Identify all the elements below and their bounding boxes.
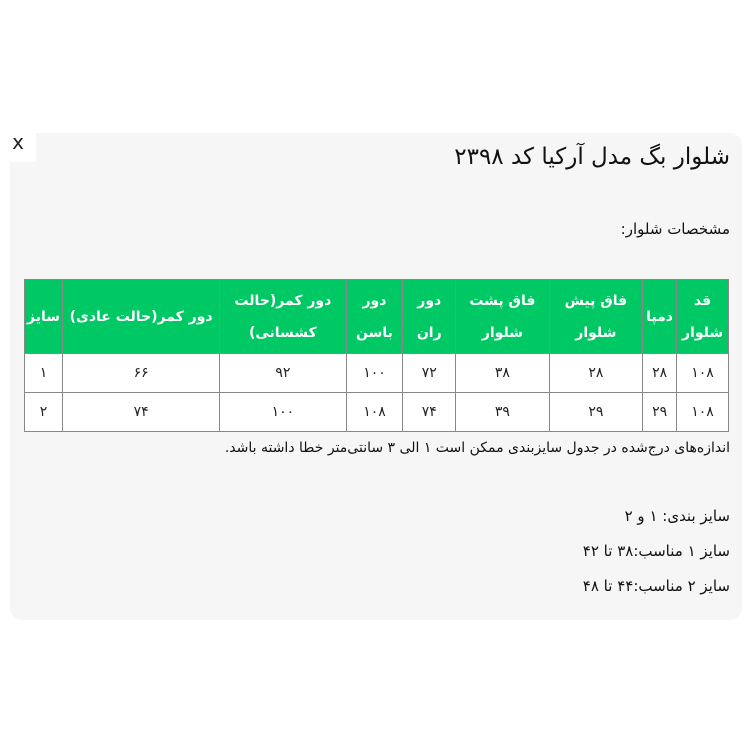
column-header: دور کمر(حالت عادی) [62, 279, 221, 354]
table-cell: ۱۰۰ [345, 353, 404, 393]
table-cell: ۳۹ [455, 392, 550, 432]
column-header: قد شلوار [676, 279, 729, 354]
column-header: دور ران [402, 279, 457, 354]
column-header: سایز [23, 279, 64, 354]
table-cell: ۹۲ [219, 353, 347, 393]
table-cell: ۱۰۰ [219, 392, 347, 432]
table-cell: ۳۸ [455, 353, 550, 393]
table-header-row: قد شلوار دمپا فاق پیش شلوار فاق پشت شلوار دو… [23, 279, 729, 354]
table-cell: ۶۶ [62, 353, 221, 393]
table-cell: ۱۰۸ [676, 353, 729, 393]
close-button[interactable]: x [0, 128, 36, 162]
table-cell: ۱۰۸ [676, 392, 729, 432]
column-header: دور باسن [345, 279, 404, 354]
column-header: دمپا [642, 279, 678, 354]
sizing-line: سایز بندی: ۱ و ۲ [624, 507, 730, 525]
table-cell: ۷۴ [402, 392, 457, 432]
size-note: اندازه‌های درج‌شده در جدول سایزبندی ممکن… [224, 440, 730, 456]
table-cell: ۲ [23, 392, 64, 432]
size-2-fit: سایز ۲ مناسب:۴۴ تا ۴۸ [582, 577, 730, 595]
size-1-fit: سایز ۱ مناسب:۳۸ تا ۴۲ [582, 542, 730, 560]
size-table: قد شلوار دمپا فاق پیش شلوار فاق پشت شلوار دو… [23, 279, 729, 432]
table-row: ۱۰۸ ۲۹ ۲۹ ۳۹ ۷۴ ۱۰۸ ۱۰۰ ۷۴ ۲ [23, 392, 729, 432]
table-cell: ۱۰۸ [345, 392, 404, 432]
column-header: فاق پیش شلوار [548, 279, 644, 354]
column-header: دور کمر(حالت کشسانی) [219, 279, 347, 354]
table-cell: ۲۹ [642, 392, 678, 432]
table-cell: ۷۴ [62, 392, 221, 432]
table-cell: ۱ [23, 353, 64, 393]
table-cell: ۲۹ [548, 392, 644, 432]
column-header: فاق پشت شلوار [455, 279, 550, 354]
page-title: شلوار بگ مدل آرکیا کد ۲۳۹۸ [454, 144, 730, 170]
table-cell: ۲۸ [548, 353, 644, 393]
table-cell: ۲۸ [642, 353, 678, 393]
table-cell: ۷۲ [402, 353, 457, 393]
specs-heading: مشخصات شلوار: [620, 220, 730, 238]
table-row: ۱۰۸ ۲۸ ۲۸ ۳۸ ۷۲ ۱۰۰ ۹۲ ۶۶ ۱ [23, 353, 729, 393]
